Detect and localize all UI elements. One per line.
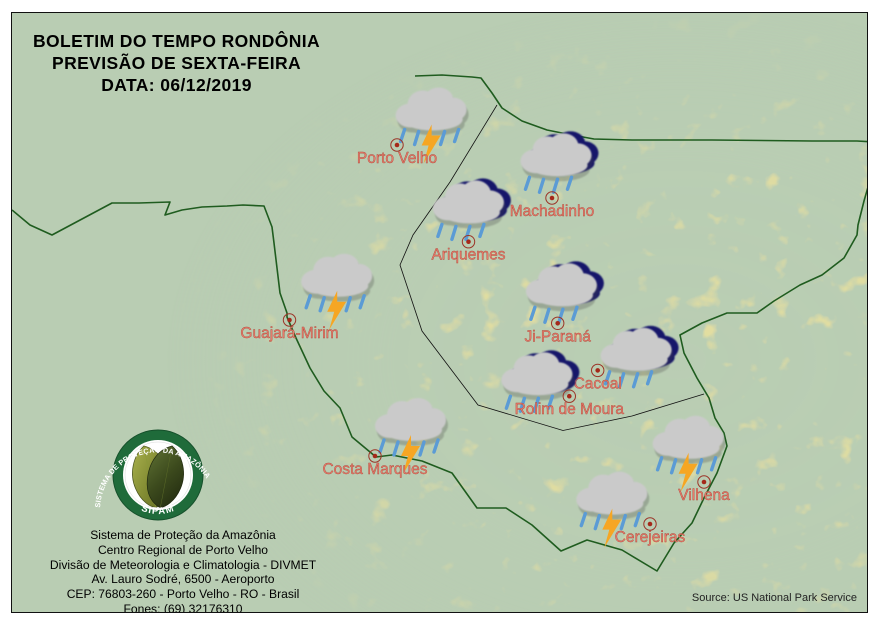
svg-text:Cerejeiras: Cerejeiras — [615, 529, 686, 546]
svg-text:Guajará-Mirim: Guajará-Mirim — [240, 325, 338, 342]
svg-text:Source: US National Park Servi: Source: US National Park Service — [692, 592, 857, 604]
svg-text:Rolim de Moura: Rolim de Moura — [515, 401, 625, 418]
svg-text:Vilhena: Vilhena — [678, 487, 730, 504]
svg-text:Machadinho: Machadinho — [510, 203, 594, 220]
svg-text:Costa Marques: Costa Marques — [322, 461, 427, 478]
svg-text:Ji-Paraná: Ji-Paraná — [525, 328, 592, 345]
svg-text:Ariquemes: Ariquemes — [431, 247, 505, 264]
svg-text:Porto Velho: Porto Velho — [357, 150, 437, 167]
svg-text:Cacoal: Cacoal — [574, 375, 622, 392]
